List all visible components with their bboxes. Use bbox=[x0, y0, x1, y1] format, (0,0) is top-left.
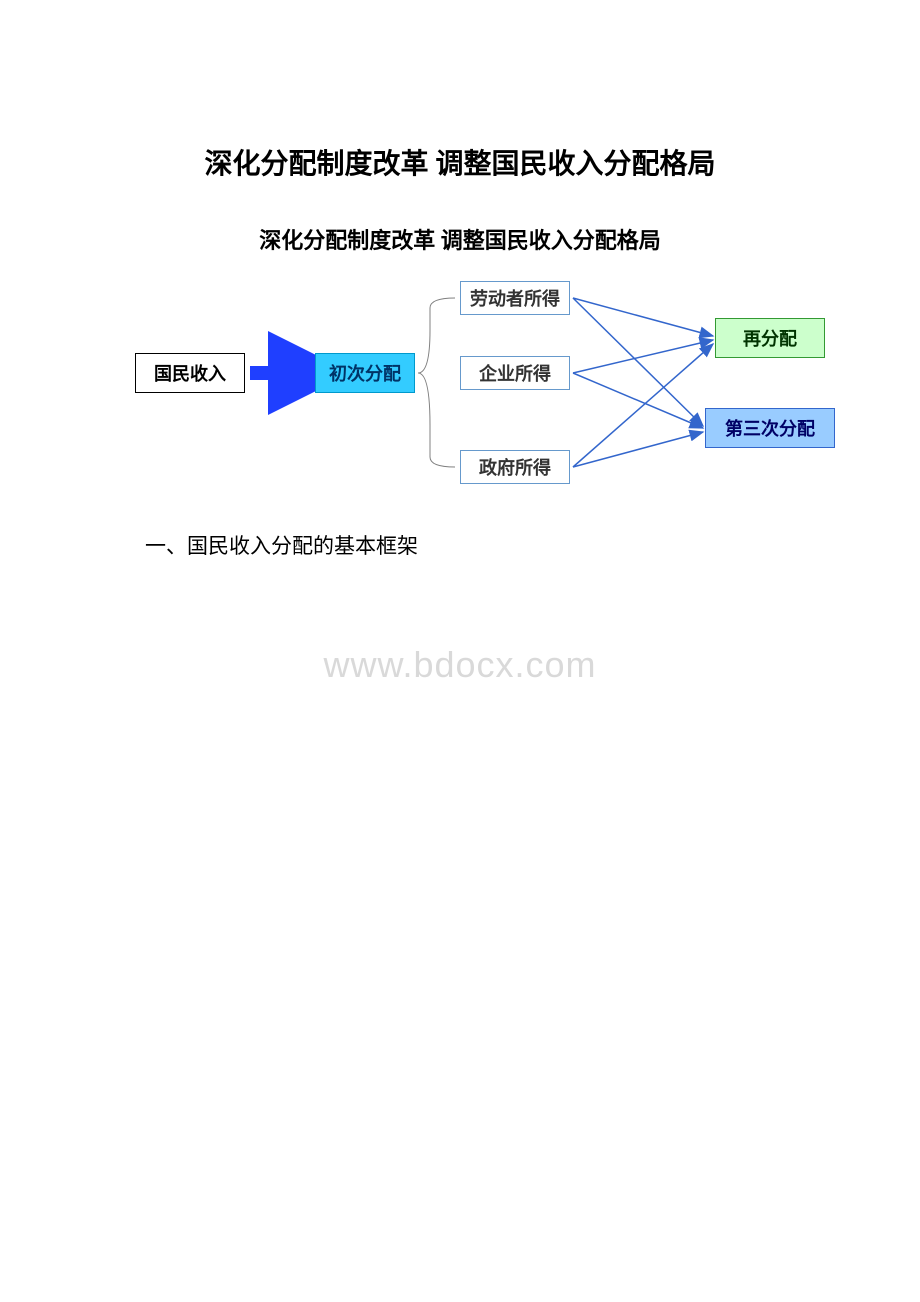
node-primary-distribution: 初次分配 bbox=[315, 353, 415, 393]
document-subtitle: 深化分配制度改革 调整国民收入分配格局 bbox=[0, 223, 920, 255]
node-government-income: 政府所得 bbox=[460, 450, 570, 484]
node-national-income: 国民收入 bbox=[135, 353, 245, 393]
flowchart-diagram: 国民收入 初次分配 劳动者所得 企业所得 政府所得 再分配 第三次分配 bbox=[135, 278, 835, 498]
document-title: 深化分配制度改革 调整国民收入分配格局 bbox=[0, 142, 920, 182]
node-third-distribution: 第三次分配 bbox=[705, 408, 835, 448]
page-root: 深化分配制度改革 调整国民收入分配格局 深化分配制度改革 调整国民收入分配格局 … bbox=[0, 0, 920, 1302]
node-enterprise-income: 企业所得 bbox=[460, 356, 570, 390]
node-labor-income: 劳动者所得 bbox=[460, 281, 570, 315]
node-redistribution: 再分配 bbox=[715, 318, 825, 358]
section-heading: 一、国民收入分配的基本框架 bbox=[145, 530, 418, 560]
watermark-text: www.bdocx.com bbox=[0, 644, 920, 686]
